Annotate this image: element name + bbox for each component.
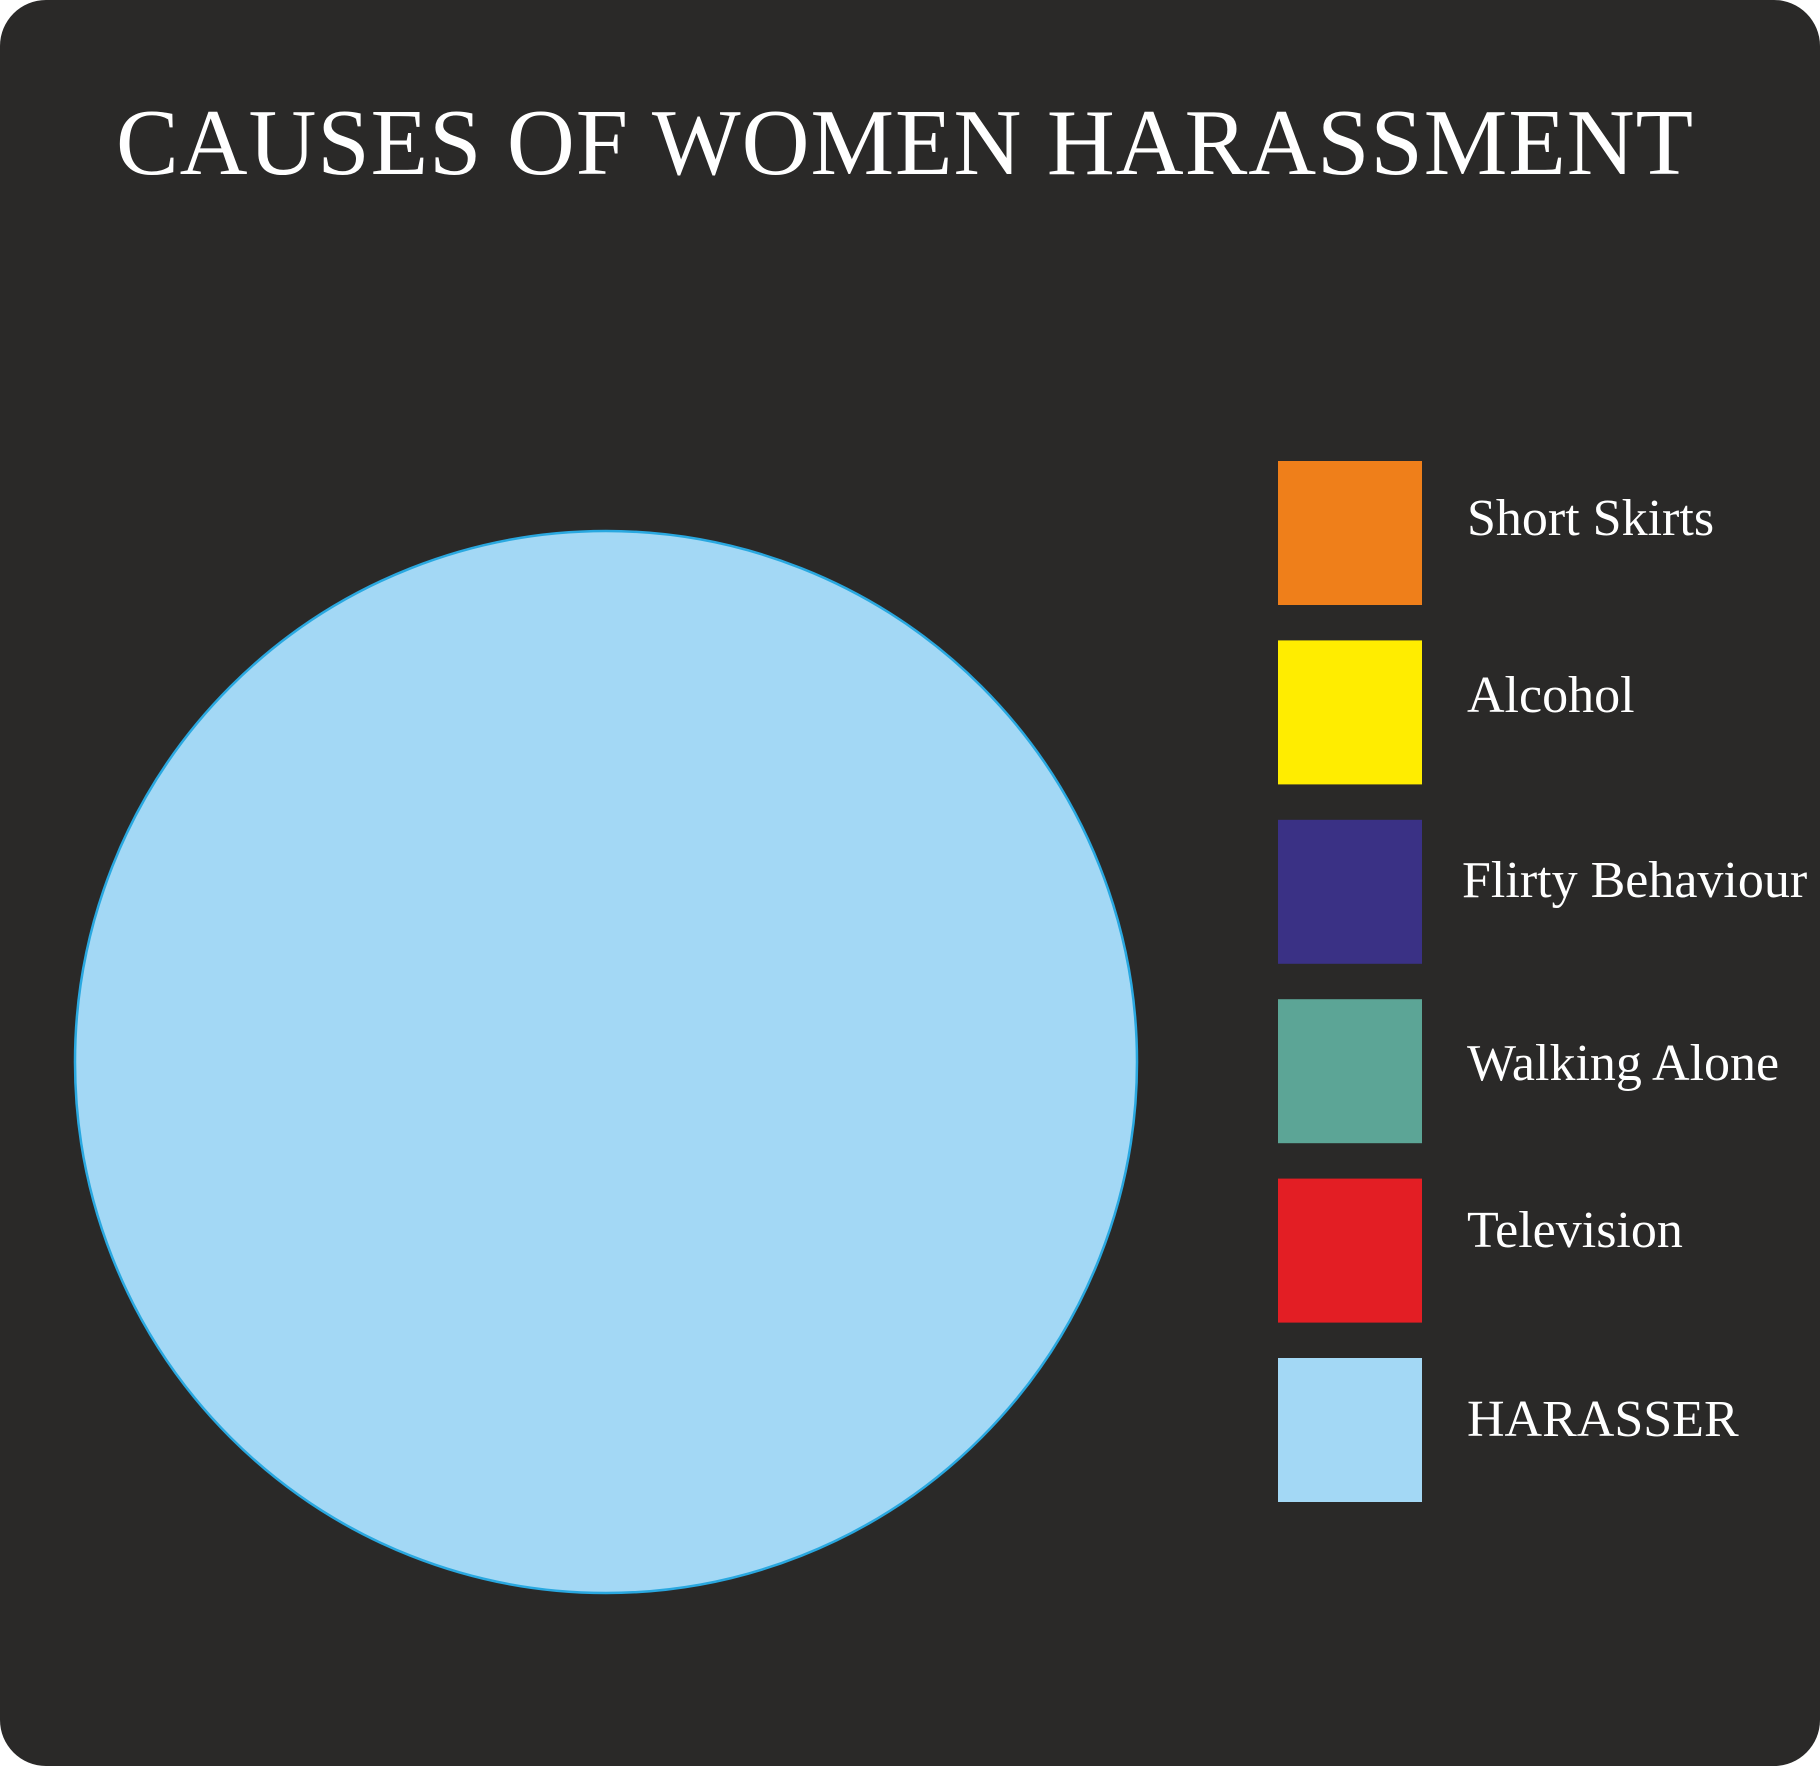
legend-swatch-short-skirts bbox=[1278, 461, 1422, 605]
pie-slice-harasser bbox=[73, 529, 1139, 1595]
legend-swatch-flirty-behaviour bbox=[1278, 819, 1422, 964]
legend-label-flirty-behaviour: Flirty Behaviour bbox=[1462, 852, 1807, 909]
legend-swatch-harasser bbox=[1278, 1358, 1422, 1502]
legend-label-harasser: HARASSER bbox=[1467, 1391, 1739, 1448]
legend-swatch-television bbox=[1278, 1178, 1422, 1323]
legend-label-television: Television bbox=[1467, 1202, 1683, 1259]
legend-label-short-skirts: Short Skirts bbox=[1467, 490, 1714, 547]
legend-swatch-alcohol bbox=[1278, 640, 1422, 785]
legend-label-walking-alone: Walking Alone bbox=[1467, 1035, 1779, 1092]
legend-label-alcohol: Alcohol bbox=[1467, 667, 1635, 724]
legend-swatch-walking-alone bbox=[1278, 999, 1422, 1144]
chart-title: CAUSES OF WOMEN HARASSMENT bbox=[115, 91, 1695, 195]
